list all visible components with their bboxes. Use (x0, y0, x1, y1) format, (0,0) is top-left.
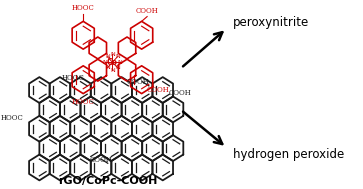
Polygon shape (91, 155, 111, 180)
Text: HOOC: HOOC (62, 74, 85, 82)
Text: HOOC: HOOC (72, 98, 95, 106)
Polygon shape (70, 155, 91, 180)
Text: N: N (115, 65, 120, 70)
Polygon shape (163, 97, 183, 122)
Polygon shape (39, 135, 60, 161)
Polygon shape (111, 77, 132, 103)
Polygon shape (29, 116, 50, 142)
Text: COOH: COOH (90, 156, 113, 163)
Polygon shape (101, 97, 122, 122)
Text: COOH: COOH (169, 89, 192, 97)
Text: hydrogen peroxide: hydrogen peroxide (233, 148, 344, 161)
Text: COOH: COOH (136, 7, 159, 15)
Polygon shape (122, 135, 142, 161)
Polygon shape (152, 155, 173, 180)
Polygon shape (50, 155, 70, 180)
Polygon shape (152, 116, 173, 142)
Polygon shape (70, 77, 91, 103)
Text: N: N (110, 52, 115, 57)
Polygon shape (60, 97, 81, 122)
Polygon shape (39, 97, 60, 122)
Polygon shape (101, 135, 122, 161)
Polygon shape (142, 97, 163, 122)
Text: Co: Co (107, 58, 118, 67)
Polygon shape (111, 155, 132, 180)
Text: N: N (115, 54, 120, 59)
Polygon shape (81, 135, 101, 161)
Polygon shape (142, 135, 163, 161)
Polygon shape (122, 97, 142, 122)
Text: COOH: COOH (147, 86, 170, 94)
Polygon shape (132, 77, 152, 103)
Text: COOH: COOH (127, 78, 149, 86)
Polygon shape (132, 155, 152, 180)
Text: HOOC: HOOC (1, 114, 24, 122)
Polygon shape (111, 116, 132, 142)
Polygon shape (29, 155, 50, 180)
Polygon shape (132, 116, 152, 142)
Polygon shape (152, 77, 173, 103)
Polygon shape (70, 116, 91, 142)
Polygon shape (91, 116, 111, 142)
Polygon shape (163, 135, 183, 161)
Text: N: N (105, 54, 110, 59)
Text: HOOC: HOOC (72, 4, 95, 12)
Text: rGO/CoPc-COOH: rGO/CoPc-COOH (58, 176, 158, 186)
Polygon shape (50, 77, 70, 103)
Text: peroxynitrite: peroxynitrite (233, 16, 309, 29)
Polygon shape (91, 77, 111, 103)
Text: N: N (105, 65, 110, 70)
Polygon shape (81, 97, 101, 122)
Polygon shape (29, 77, 50, 103)
Text: N: N (103, 60, 107, 65)
Text: N: N (110, 68, 115, 73)
Polygon shape (50, 116, 70, 142)
Text: N: N (117, 60, 122, 65)
Polygon shape (60, 135, 81, 161)
